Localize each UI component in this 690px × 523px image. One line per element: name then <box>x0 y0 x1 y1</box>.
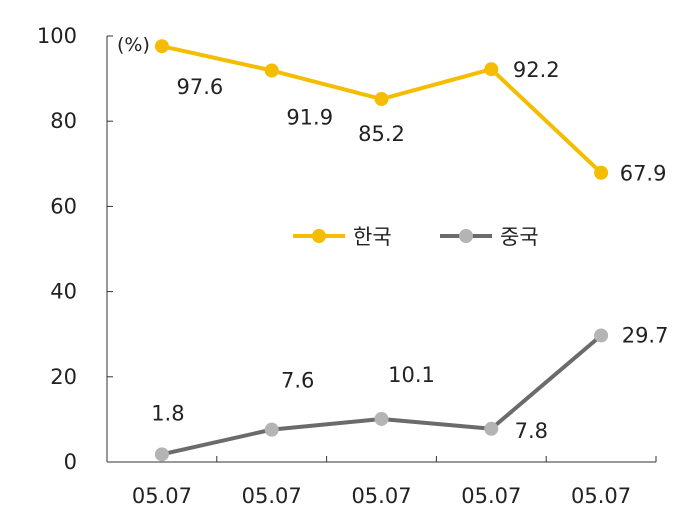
data-point <box>484 62 499 77</box>
data-point <box>594 165 609 180</box>
data-label: 97.6 <box>177 75 224 99</box>
series-layer <box>154 39 609 462</box>
data-point <box>484 421 499 436</box>
data-label: 7.8 <box>515 419 548 443</box>
data-point <box>264 422 279 437</box>
y-tick-label: 100 <box>37 24 77 48</box>
data-labels: 97.6 91.9 85.2 92.2 67.9 1.8 7.6 10.1 7.8 29.7 <box>151 58 668 443</box>
data-label: 7.6 <box>281 369 314 393</box>
data-point <box>374 411 389 426</box>
axes: 0 20 40 60 80 100 05.07 05.07 05.07 05.07 05.07 <box>37 24 657 508</box>
y-tick-label: 40 <box>50 280 77 304</box>
data-label: 29.7 <box>622 323 669 347</box>
x-tick-label: 05.07 <box>461 484 521 508</box>
data-point <box>374 92 389 107</box>
data-point <box>154 447 169 462</box>
legend-label: 한국 <box>353 225 392 249</box>
y-tick-label: 80 <box>50 109 77 133</box>
legend-swatch-marker <box>459 229 473 243</box>
y-unit-label: (%) <box>117 34 150 56</box>
x-tick-label: 05.07 <box>242 484 302 508</box>
data-label: 67.9 <box>620 162 667 186</box>
y-tick-label: 60 <box>50 194 77 218</box>
legend: 한국 중국 <box>293 225 539 249</box>
data-label: 92.2 <box>513 58 560 82</box>
x-tick-label: 05.07 <box>351 484 411 508</box>
x-tick-label: 05.07 <box>132 484 192 508</box>
data-point <box>154 39 169 54</box>
y-tick-label: 20 <box>50 365 77 389</box>
data-label: 85.2 <box>358 122 405 146</box>
x-tick-label: 05.07 <box>571 484 631 508</box>
data-point <box>594 328 609 343</box>
legend-label: 중국 <box>500 225 539 249</box>
data-point <box>264 63 279 78</box>
data-label: 91.9 <box>286 106 333 130</box>
data-label: 10.1 <box>388 363 435 387</box>
legend-swatch-marker <box>312 229 326 243</box>
y-tick-label: 0 <box>64 450 77 474</box>
data-label: 1.8 <box>151 401 184 425</box>
